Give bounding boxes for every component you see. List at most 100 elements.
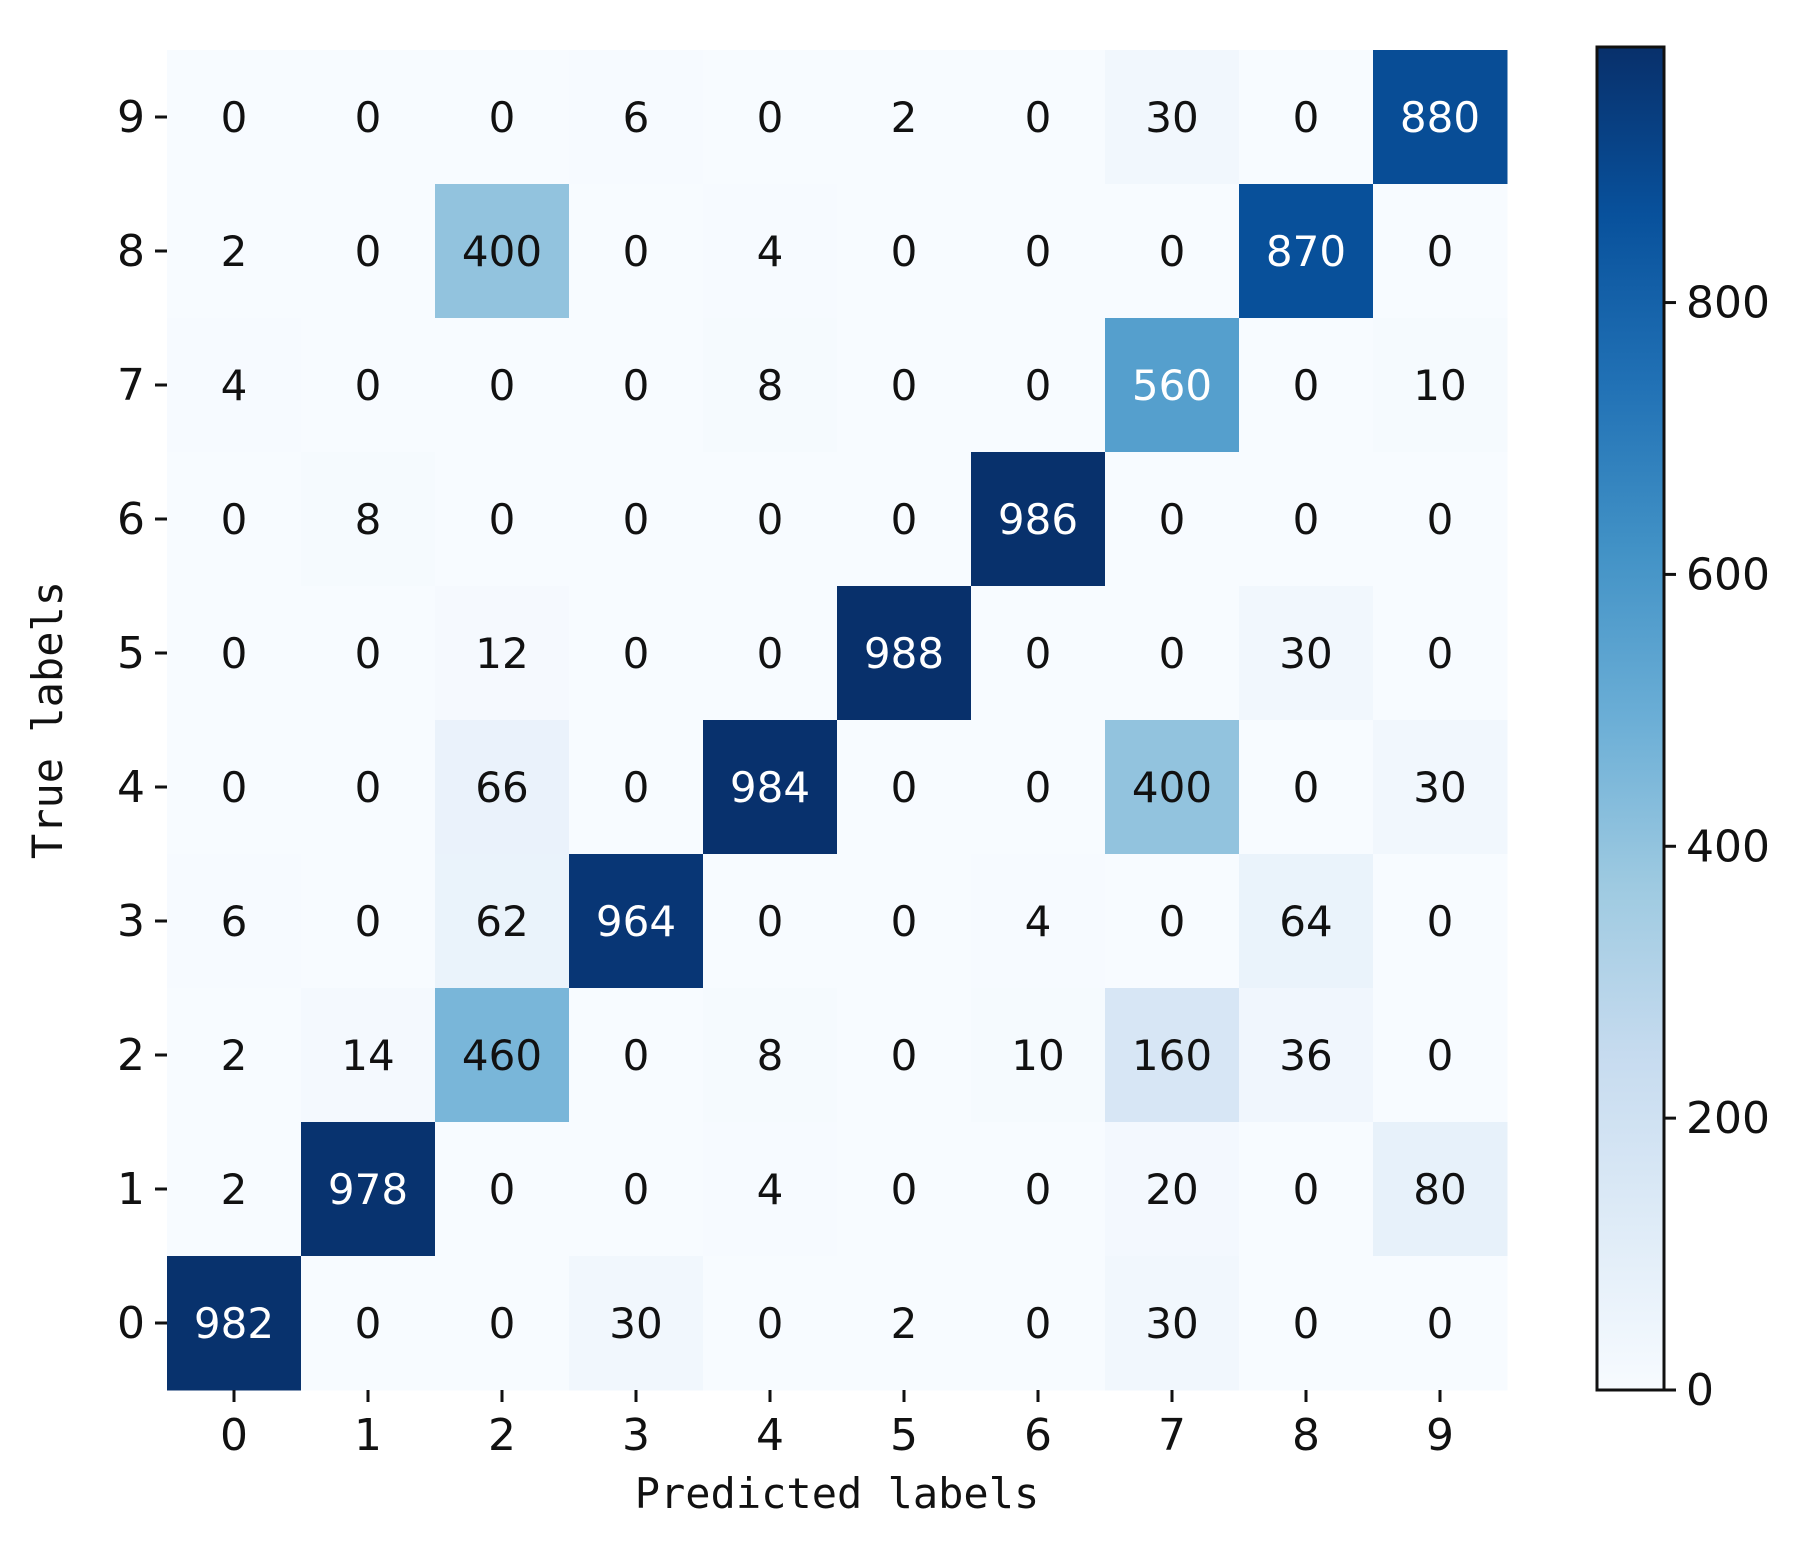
cell-value-label: 0: [1159, 227, 1186, 276]
cell-value-label: 0: [1293, 763, 1320, 812]
cell-value-label: 12: [475, 629, 528, 678]
heatmap-cell: [435, 452, 570, 587]
y-axis-title: True labels: [23, 581, 72, 859]
colorbar-gradient: [1595, 45, 1666, 1392]
cell-value-label: 0: [891, 1031, 918, 1080]
heatmap-cell: [1105, 988, 1240, 1123]
heatmap-cell: [1239, 1256, 1374, 1391]
cell-value-label: 0: [1427, 495, 1454, 544]
heatmap-cell: [1373, 1256, 1508, 1391]
cell-value-label: 0: [1025, 629, 1052, 678]
cell-value-label: 0: [1293, 361, 1320, 410]
cell-value-label: 0: [757, 93, 784, 142]
heatmap-cell: [971, 1122, 1106, 1257]
heatmap-cell: [971, 854, 1106, 989]
heatmap-cell: [569, 452, 704, 587]
cell-value-label: 0: [623, 1165, 650, 1214]
cell-value-label: 986: [998, 495, 1078, 544]
cell-value-label: 0: [891, 495, 918, 544]
cell-value-label: 2: [221, 1031, 248, 1080]
heatmap-cell: [435, 50, 570, 185]
cell-value-label: 0: [1025, 1165, 1052, 1214]
heatmap-cell: [1239, 318, 1374, 453]
heatmap-cell: [703, 184, 838, 319]
cell-value-label: 8: [757, 1031, 784, 1080]
heatmap-cell: [1105, 720, 1240, 855]
x-axis-title: Predicted labels: [635, 1469, 1040, 1518]
heatmap-cell: [837, 50, 972, 185]
cell-value-label: 30: [1279, 629, 1332, 678]
heatmap-cell: [301, 318, 436, 453]
heatmap-cell: [971, 1256, 1106, 1391]
cell-value-label: 0: [1025, 1299, 1052, 1348]
cell-value-label: 4: [221, 361, 248, 410]
heatmap-cell: [971, 988, 1106, 1123]
x-tick-label: 7: [1158, 1410, 1186, 1461]
heatmap-cell: [1239, 720, 1374, 855]
heatmap-cell: [1105, 318, 1240, 453]
heatmap-cell: [167, 1256, 302, 1391]
y-axis: 9 8 7 6 5 4 3 2 1 0: [117, 92, 167, 1349]
heatmap-cell: [703, 586, 838, 721]
cell-value-label: 0: [489, 93, 516, 142]
cell-value-label: 4: [757, 227, 784, 276]
cell-value-label: 10: [1413, 361, 1466, 410]
heatmap-cell: [971, 318, 1106, 453]
cell-value-label: 0: [1427, 1299, 1454, 1348]
heatmap-cell: [703, 1256, 838, 1391]
x-tick-label: 0: [220, 1410, 248, 1461]
cell-value-label: 0: [757, 629, 784, 678]
heatmap-cell: [167, 988, 302, 1123]
heatmap-cell: [837, 1122, 972, 1257]
cell-value-label: 160: [1132, 1031, 1212, 1080]
heatmap-cell: [703, 50, 838, 185]
cell-value-label: 0: [1427, 227, 1454, 276]
cell-value-label: 8: [757, 361, 784, 410]
heatmap-cell: [1105, 184, 1240, 319]
y-tick-label: 5: [117, 628, 145, 679]
cell-value-label: 880: [1400, 93, 1480, 142]
heatmap-cell: [435, 720, 570, 855]
heatmap-cell: [1239, 452, 1374, 587]
cell-value-label: 0: [1427, 629, 1454, 678]
cell-value-label: 0: [355, 361, 382, 410]
y-tick-label: 6: [117, 494, 145, 545]
heatmap-cell: [167, 854, 302, 989]
cell-value-label: 0: [623, 361, 650, 410]
cell-value-label: 0: [891, 1165, 918, 1214]
cell-value-label: 400: [462, 227, 542, 276]
heatmap-cell: [971, 452, 1106, 587]
heatmap-cell: [1239, 988, 1374, 1123]
cell-value-label: 0: [489, 361, 516, 410]
heatmap-cell: [1373, 184, 1508, 319]
cell-value-label: 6: [221, 897, 248, 946]
heatmap-cell: [971, 50, 1106, 185]
heatmap-cell: [167, 452, 302, 587]
cell-value-label: 4: [757, 1165, 784, 1214]
cell-value-label: 0: [891, 361, 918, 410]
heatmap-cell: [1239, 854, 1374, 989]
heatmap-cell: [1373, 452, 1508, 587]
heatmap-cell: [837, 184, 972, 319]
heatmap-cell: [301, 184, 436, 319]
cell-value-label: 0: [221, 763, 248, 812]
heatmap-cell: [301, 452, 436, 587]
heatmap-cell: [435, 318, 570, 453]
heatmap-cell: [435, 1122, 570, 1257]
y-tick-label: 4: [117, 762, 145, 813]
x-axis: 0 1 2 3 4 5 6 7 8 9: [220, 1390, 1454, 1461]
heatmap-cell: [1105, 586, 1240, 721]
heatmap-cell: [301, 50, 436, 185]
cell-value-label: 14: [341, 1031, 394, 1080]
cell-value-label: 0: [1025, 227, 1052, 276]
x-tick-label: 5: [890, 1410, 918, 1461]
cell-value-label: 0: [757, 1299, 784, 1348]
heatmap-cell: [167, 586, 302, 721]
heatmap-cell: [569, 586, 704, 721]
colorbar-tick-label: 800: [1686, 278, 1770, 329]
cell-value-label: 0: [891, 897, 918, 946]
heatmap-cell: [1105, 452, 1240, 587]
cell-value-label: 30: [1413, 763, 1466, 812]
cell-value-label: 0: [355, 763, 382, 812]
heatmap-cell: [837, 586, 972, 721]
